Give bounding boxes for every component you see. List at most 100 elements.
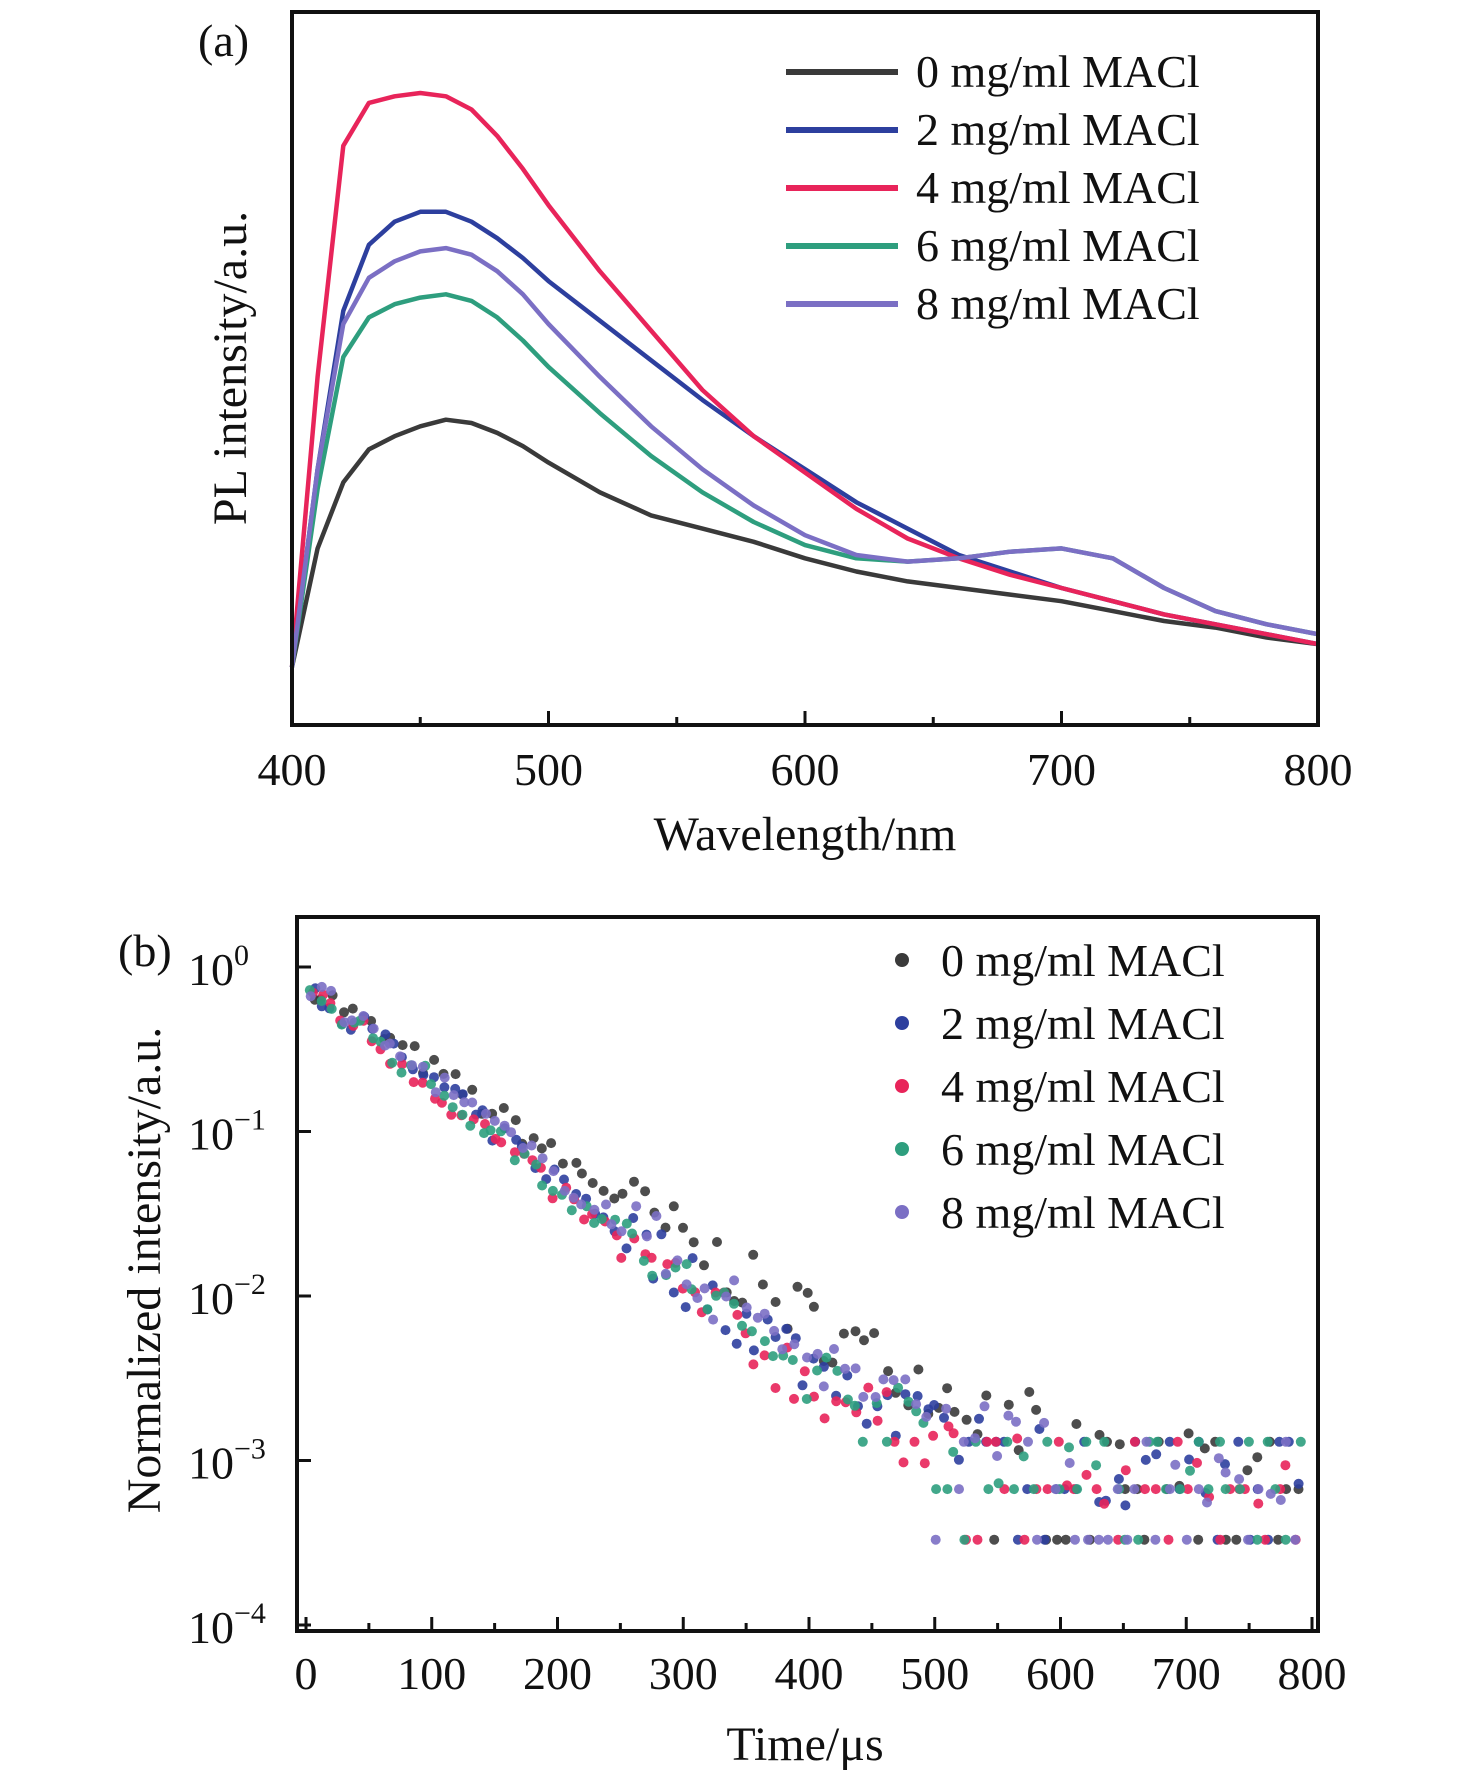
decay-point	[1260, 1534, 1271, 1545]
decay-point	[1133, 1534, 1144, 1545]
decay-point	[1170, 1459, 1181, 1470]
decay-point	[787, 1355, 798, 1365]
decay-point	[921, 1411, 932, 1422]
decay-point	[770, 1297, 781, 1307]
decay-point	[942, 1484, 953, 1495]
decay-point	[1120, 1465, 1131, 1476]
decay-point	[802, 1287, 813, 1298]
legend-label-0: 0 mg/ml MACl	[916, 46, 1200, 97]
panel-b-decay: (b) 0 100 200 300 400 500 600 700 800 100 10−1 10−…	[118, 915, 1347, 1771]
decay-point	[974, 1413, 984, 1424]
decay-point	[631, 1201, 642, 1212]
decay-point	[616, 1252, 627, 1263]
panel-b-x-ticks: 0 100 200 300 400 500 600 700 800	[295, 1617, 1347, 1699]
decay-point	[872, 1415, 883, 1426]
decay-point	[397, 1059, 408, 1070]
decay-point	[1252, 1452, 1263, 1463]
decay-point	[983, 1484, 994, 1495]
legend-label-4: 8 mg/ml MACl	[916, 278, 1200, 329]
decay-point	[903, 1396, 914, 1407]
decay-point	[347, 1003, 358, 1014]
decay-point	[953, 1454, 964, 1465]
decay-point	[326, 985, 336, 996]
decay-point	[546, 1138, 557, 1149]
decay-point	[712, 1237, 722, 1247]
decay-point	[1203, 1484, 1214, 1495]
decay-point	[446, 1109, 457, 1120]
decay-point	[737, 1320, 747, 1331]
decay-point	[911, 1399, 922, 1410]
x-tick-label: 800	[1284, 744, 1353, 795]
decay-point	[1042, 1484, 1053, 1495]
panel-b-x-axis-title: Time/μs	[726, 1718, 883, 1771]
decay-point	[1042, 1436, 1053, 1447]
decay-point	[721, 1291, 732, 1302]
decay-point	[589, 1218, 600, 1228]
decay-point	[509, 1147, 520, 1158]
decay-point	[1233, 1436, 1244, 1447]
decay-point	[870, 1392, 881, 1402]
decay-point	[1113, 1474, 1124, 1484]
decay-point	[426, 1079, 436, 1090]
decay-point	[629, 1176, 639, 1187]
decay-point	[439, 1090, 450, 1101]
decay-point	[759, 1350, 770, 1361]
decay-point	[1129, 1436, 1140, 1447]
decay-point	[1039, 1417, 1050, 1428]
decay-point	[781, 1323, 792, 1334]
decay-point	[1231, 1534, 1242, 1545]
panel-b-label: (b)	[118, 925, 172, 976]
decay-point	[748, 1359, 759, 1370]
decay-point	[387, 1057, 398, 1068]
decay-point	[1243, 1436, 1254, 1447]
panel-a-x-ticks: 400 500 600 700 800	[258, 711, 1353, 795]
decay-point	[499, 1120, 510, 1131]
decay-point	[1253, 1498, 1264, 1509]
decay-point	[368, 1023, 379, 1034]
decay-point	[418, 1070, 429, 1080]
decay-point	[457, 1089, 468, 1100]
decay-point	[1215, 1534, 1226, 1545]
decay-point	[1151, 1449, 1162, 1460]
spectrum-line-3	[289, 292, 1319, 668]
legend-label-4: 8 mg/ml MACl	[941, 1187, 1225, 1238]
decay-point	[759, 1308, 770, 1319]
decay-point	[1262, 1436, 1273, 1447]
decay-point	[1032, 1534, 1042, 1545]
x-tick-label: 200	[523, 1648, 592, 1699]
y-tick-label: 10−4	[188, 1597, 266, 1653]
decay-point	[485, 1125, 496, 1136]
decay-point	[989, 1534, 1000, 1545]
decay-point	[1193, 1484, 1204, 1495]
decay-point	[748, 1345, 759, 1356]
decay-point	[559, 1174, 569, 1185]
decay-point	[1213, 1453, 1224, 1464]
decay-point	[587, 1178, 598, 1188]
x-tick-label: 500	[900, 1648, 969, 1699]
decay-point	[1070, 1534, 1080, 1545]
decay-point	[939, 1412, 949, 1423]
decay-point	[849, 1400, 860, 1411]
decay-point	[777, 1344, 788, 1355]
decay-point	[467, 1097, 478, 1108]
decay-point	[579, 1214, 590, 1225]
decay-point	[496, 1137, 507, 1148]
decay-point	[681, 1279, 692, 1290]
x-tick-label: 600	[1026, 1648, 1095, 1699]
decay-point	[958, 1436, 969, 1447]
decay-point	[1129, 1484, 1140, 1495]
decay-point	[1064, 1458, 1075, 1468]
decay-point	[1265, 1488, 1276, 1499]
decay-point	[680, 1302, 691, 1313]
spectrum-line-2	[289, 90, 1319, 668]
legend-marker-4	[895, 1205, 909, 1219]
decay-point	[1199, 1443, 1210, 1454]
decay-point	[1193, 1436, 1204, 1447]
decay-point	[589, 1204, 600, 1215]
decay-point	[1099, 1436, 1110, 1447]
decay-point	[1140, 1484, 1150, 1495]
decay-point	[943, 1421, 954, 1432]
decay-point	[1182, 1484, 1193, 1495]
decay-point	[818, 1381, 829, 1392]
